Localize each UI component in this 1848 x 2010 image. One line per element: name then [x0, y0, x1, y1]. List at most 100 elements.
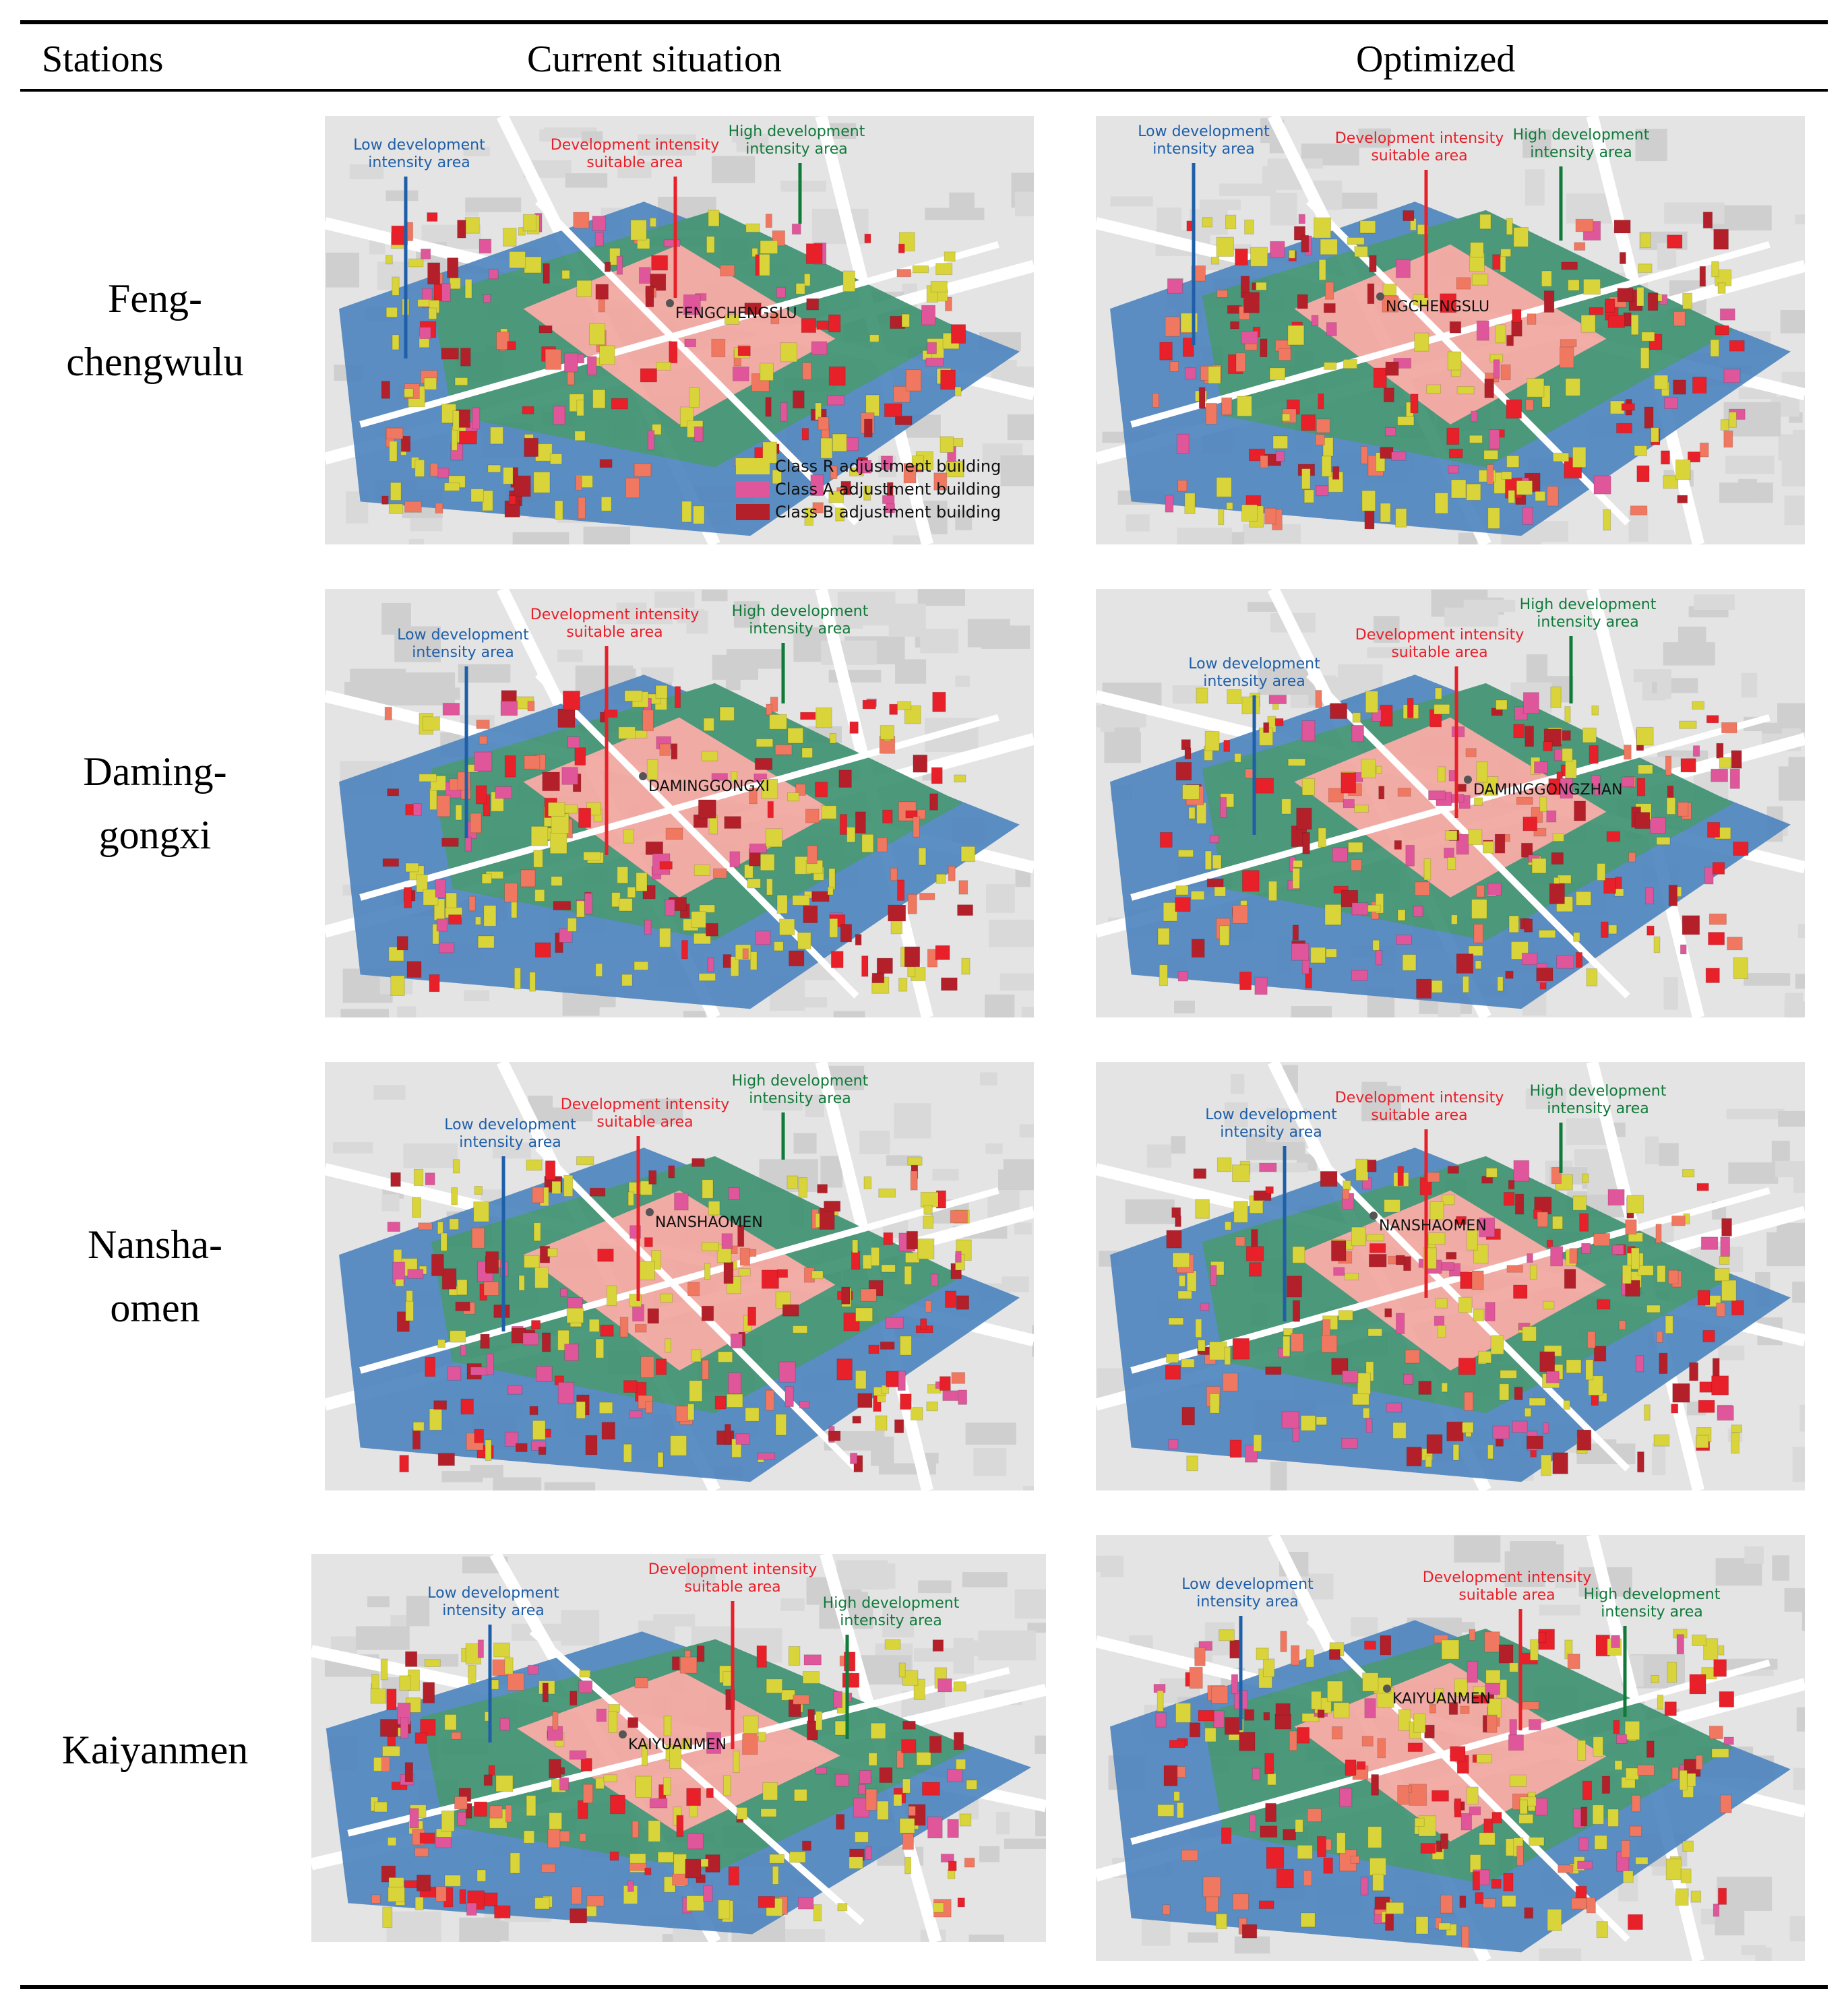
building [445, 892, 458, 908]
building [1258, 1900, 1274, 1910]
building [1318, 259, 1326, 281]
building [1272, 435, 1289, 449]
building [1653, 1434, 1670, 1447]
building [1529, 1837, 1545, 1846]
building [508, 495, 516, 505]
building [1391, 451, 1407, 461]
building [1281, 413, 1291, 422]
building [1462, 1422, 1474, 1433]
building [1491, 1811, 1502, 1824]
divider [1130, 241, 1770, 428]
building [1367, 904, 1381, 912]
building [1386, 1902, 1405, 1914]
building [776, 1269, 789, 1278]
building [1177, 849, 1194, 858]
building [1239, 971, 1252, 991]
building [1321, 456, 1332, 477]
building [599, 459, 613, 468]
building [393, 1249, 402, 1265]
building [758, 1732, 766, 1742]
building [663, 1777, 671, 1796]
context-building [1004, 1838, 1046, 1849]
building [702, 1179, 714, 1199]
building [454, 377, 468, 386]
context-building [780, 181, 826, 192]
building [1529, 1264, 1537, 1280]
building [1665, 1858, 1682, 1881]
building [1527, 313, 1537, 325]
context-building [401, 672, 456, 705]
building [483, 294, 491, 303]
building [1699, 442, 1709, 458]
building [1551, 1216, 1564, 1230]
building [1157, 927, 1170, 945]
building [1189, 1666, 1203, 1689]
building [1447, 1166, 1459, 1174]
building [381, 1756, 390, 1773]
building [1367, 1159, 1377, 1172]
building [1216, 1157, 1232, 1172]
building [930, 1274, 939, 1286]
building [483, 1774, 493, 1786]
building [774, 941, 784, 951]
building [1263, 1711, 1270, 1721]
building [1719, 1256, 1730, 1265]
building [655, 685, 668, 699]
building [1473, 1309, 1485, 1321]
building [644, 919, 652, 935]
context-building [557, 650, 583, 662]
building [553, 406, 565, 425]
building [925, 1300, 932, 1313]
building [578, 1680, 593, 1693]
building [574, 431, 586, 441]
building [1418, 1381, 1431, 1395]
building [1446, 856, 1456, 871]
building [1176, 433, 1190, 454]
building [441, 1268, 457, 1290]
building [842, 1672, 860, 1688]
building [674, 686, 681, 709]
building [1564, 1269, 1576, 1289]
building [703, 718, 714, 732]
building [584, 893, 593, 915]
building [656, 361, 671, 371]
building [1565, 378, 1580, 396]
building [1324, 904, 1342, 926]
header-optimized: Optimized [1356, 38, 1516, 80]
building [778, 918, 795, 936]
building [950, 1210, 968, 1224]
building [1471, 274, 1489, 286]
building [1274, 1714, 1291, 1730]
building [1677, 802, 1689, 817]
building [1716, 1302, 1726, 1317]
context-building [1792, 1282, 1805, 1303]
building [870, 1722, 886, 1739]
building [792, 1325, 808, 1333]
building [769, 1854, 785, 1864]
building [1533, 827, 1547, 837]
building [1627, 1914, 1643, 1930]
building [1227, 689, 1242, 704]
station-name-line: omen [110, 1286, 200, 1330]
building [408, 258, 424, 268]
context-building [979, 1846, 1000, 1862]
context-building [1726, 1108, 1785, 1120]
building [1728, 411, 1737, 428]
building [619, 1317, 629, 1338]
building [1651, 427, 1659, 443]
building [1513, 724, 1525, 739]
context-building [1778, 434, 1805, 461]
building [495, 786, 512, 799]
building [436, 794, 451, 817]
building [1486, 464, 1494, 484]
building [1172, 1252, 1190, 1268]
building [1168, 1439, 1179, 1449]
building [896, 701, 912, 711]
building [953, 1681, 966, 1692]
building [906, 1230, 919, 1250]
building [718, 1899, 731, 1920]
building [1516, 1846, 1524, 1866]
building [698, 973, 716, 982]
context-building [1659, 1143, 1679, 1166]
building [1268, 695, 1287, 705]
